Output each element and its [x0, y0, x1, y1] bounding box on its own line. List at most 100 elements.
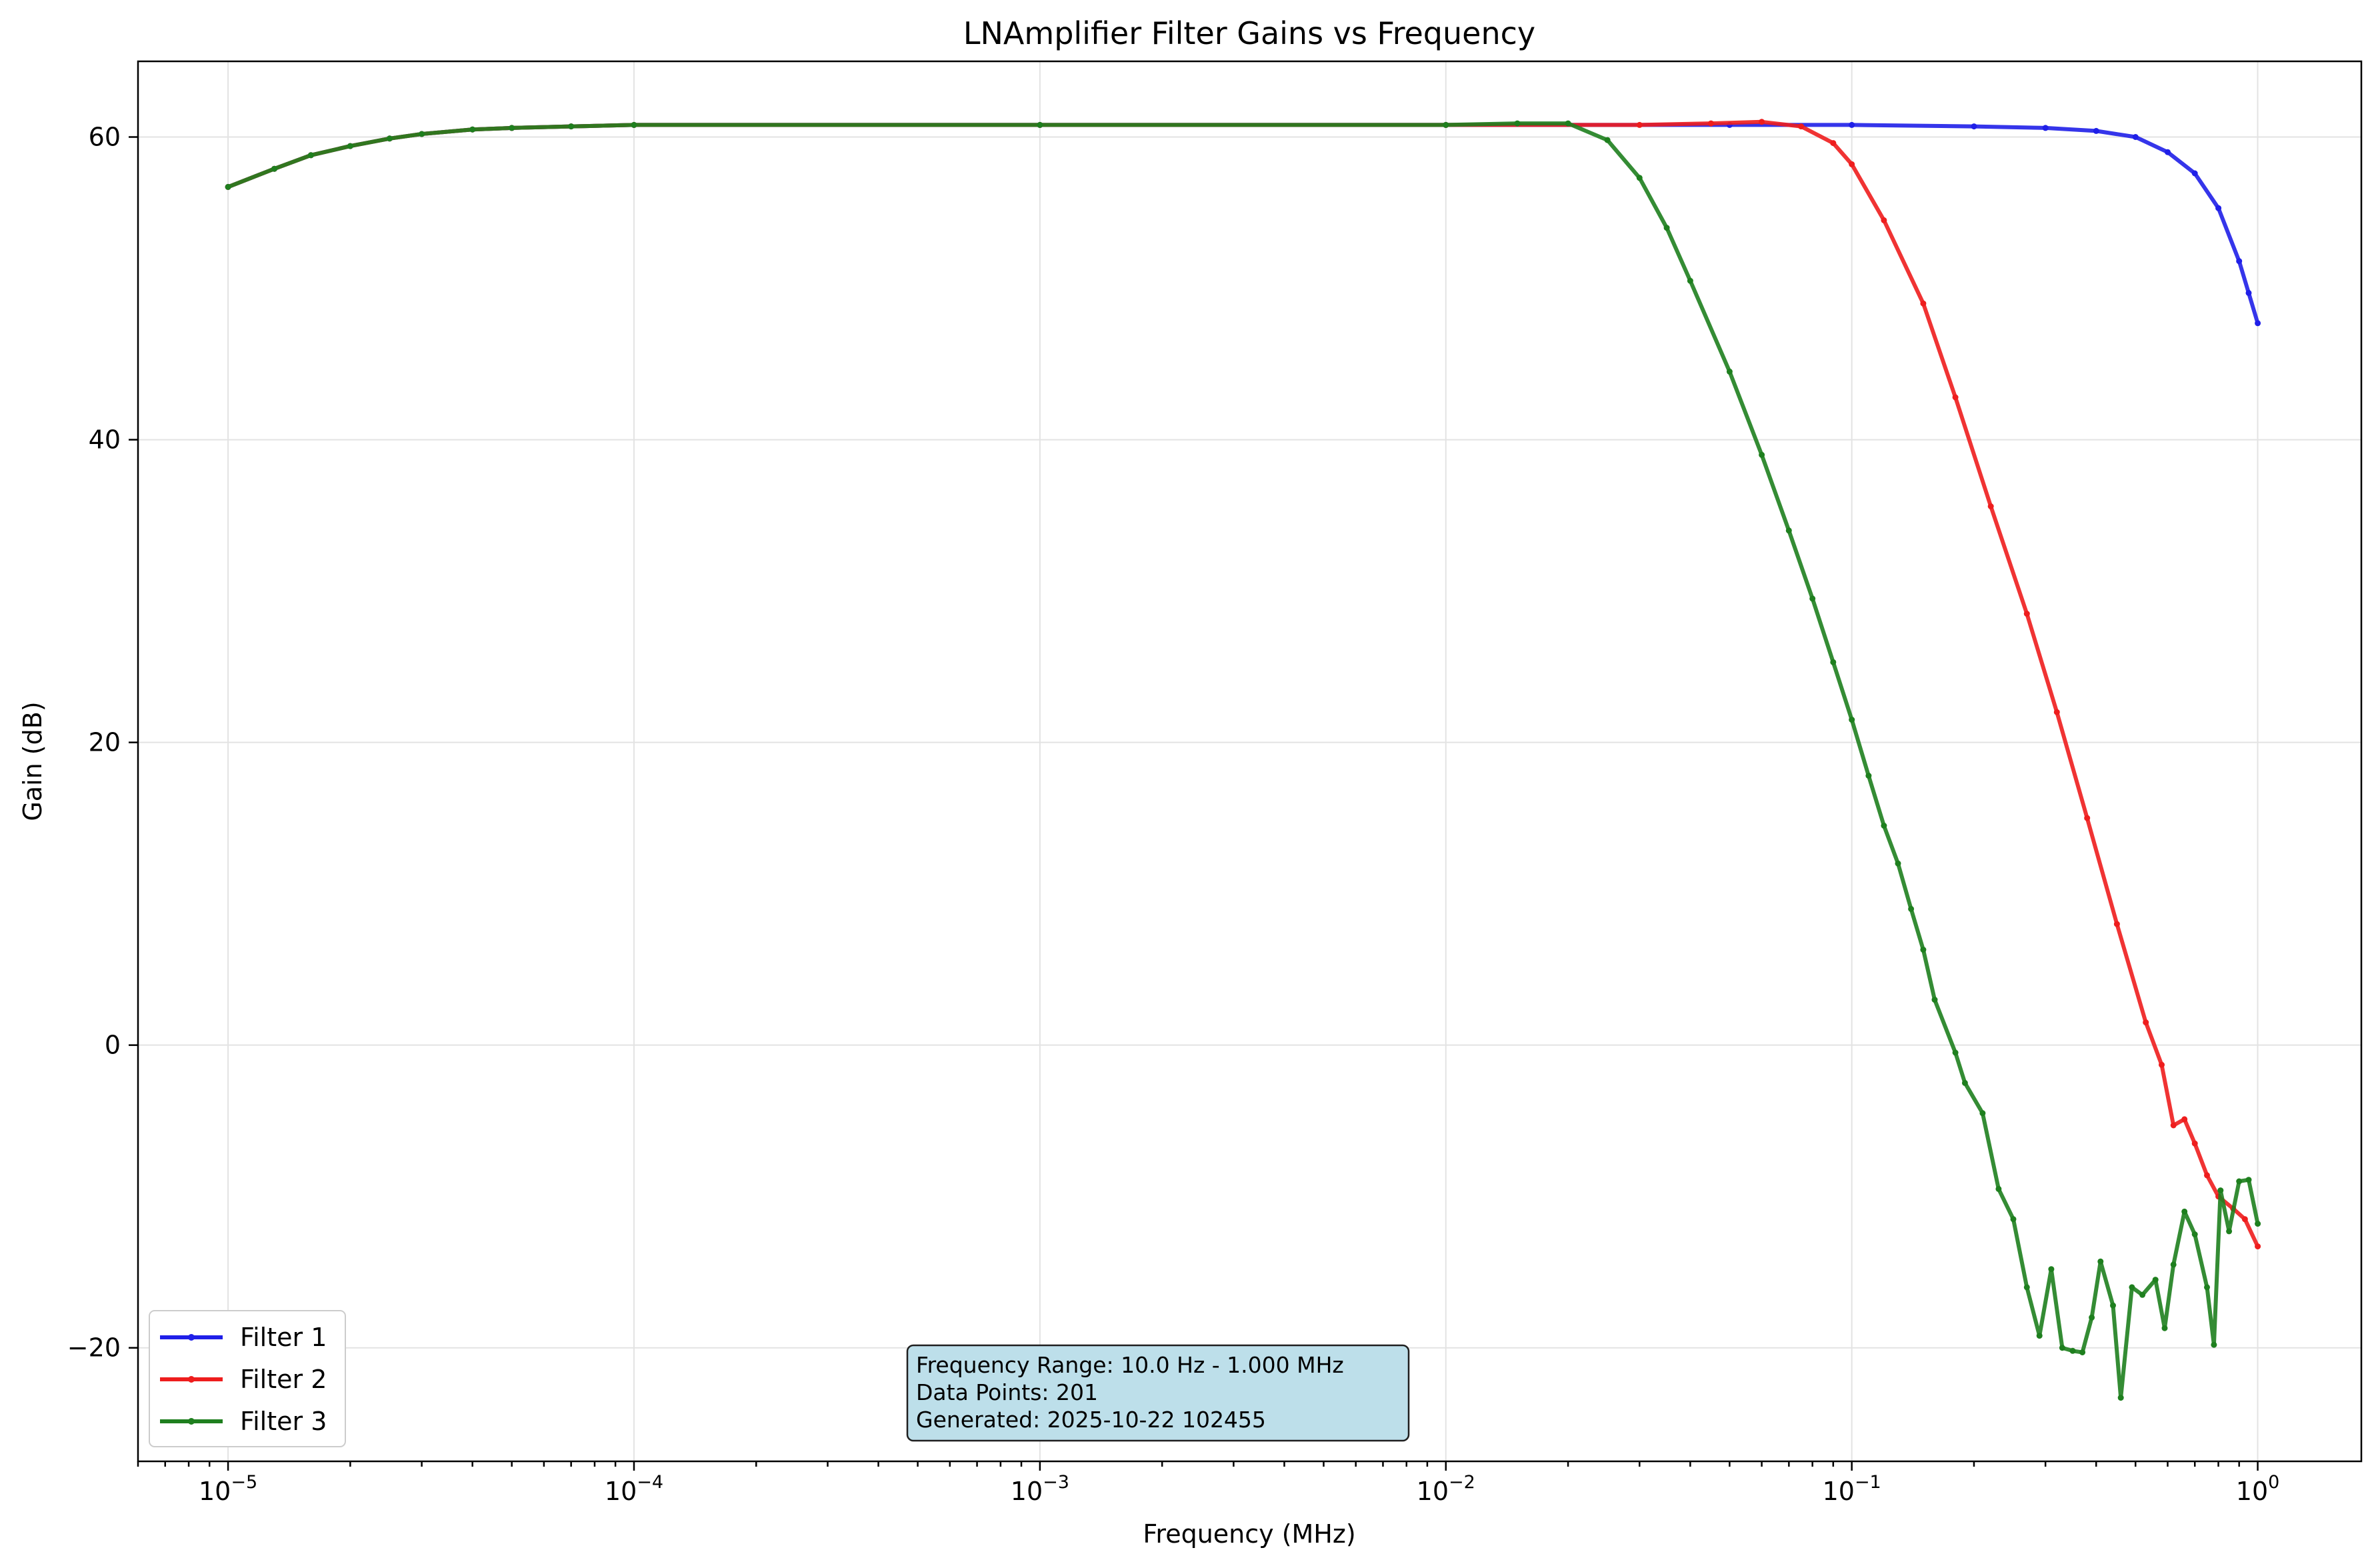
data-point: [2110, 1302, 2116, 1309]
data-point: [1952, 394, 1959, 401]
data-point: [2093, 127, 2099, 134]
data-point: [1037, 121, 1043, 128]
y-tick-label: 60: [89, 123, 121, 152]
x-tick-label: 10−3: [1011, 1472, 1069, 1506]
legend-label: Filter 1: [240, 1323, 327, 1352]
data-point: [2143, 1019, 2149, 1026]
legend-label: Filter 2: [240, 1365, 327, 1394]
data-point: [2097, 1258, 2104, 1265]
data-point: [2117, 1395, 2124, 1401]
x-tick-label-exponent: 0: [2268, 1472, 2279, 1493]
data-point: [2181, 1116, 2188, 1123]
x-tick-label: 10−4: [605, 1472, 663, 1506]
data-point: [271, 165, 277, 172]
data-point: [2053, 709, 2060, 715]
legend-items: Filter 1 Filter 2 Filter 3: [160, 1323, 327, 1436]
legend-label: Filter 3: [240, 1407, 327, 1436]
data-point: [1931, 997, 1938, 1003]
data-point: [2217, 1187, 2224, 1194]
data-point: [1809, 595, 1816, 602]
data-point: [1636, 121, 1643, 128]
data-point: [2226, 1228, 2233, 1235]
data-point: [2010, 1216, 2017, 1223]
data-point: [1987, 503, 1994, 509]
data-point: [2245, 1177, 2252, 1183]
data-point: [1881, 823, 1887, 829]
y-axis-label: Gain (dB): [18, 701, 47, 821]
data-point: [2059, 1345, 2065, 1351]
data-point: [2236, 1178, 2243, 1185]
x-tick-label-exponent: −1: [1855, 1472, 1881, 1493]
data-point: [1830, 659, 1837, 665]
data-point: [2132, 134, 2139, 140]
data-point: [2079, 1349, 2086, 1355]
y-tick-label: 40: [89, 425, 121, 455]
x-tick-label-base: 10: [1823, 1477, 1855, 1506]
data-point: [1920, 947, 1927, 953]
x-tick-label: 100: [2236, 1472, 2280, 1506]
y-tick-label: 0: [105, 1031, 121, 1060]
data-point: [1961, 1079, 1968, 1086]
data-point: [1881, 217, 1887, 223]
x-tick-label-base: 10: [1011, 1477, 1043, 1506]
data-point: [1995, 1185, 2002, 1192]
data-point: [1798, 123, 1805, 130]
data-point: [2181, 1208, 2188, 1215]
data-point: [1785, 527, 1792, 534]
data-point: [2211, 1341, 2217, 1348]
chart-title: LNAmplifier Filter Gains vs Frequency: [963, 15, 1535, 51]
x-tick-label: 10−5: [199, 1472, 257, 1506]
data-point: [2245, 289, 2252, 296]
data-point: [2048, 1266, 2055, 1273]
x-tick-label-base: 10: [1417, 1477, 1449, 1506]
data-point: [1895, 860, 1901, 867]
info-box: Frequency Range: 10.0 Hz - 1.000 MHz Dat…: [906, 1344, 1410, 1442]
series-filter-3: [225, 120, 2261, 1401]
info-generated: Generated: 2025-10-22 102455: [916, 1407, 1266, 1433]
data-point: [1971, 123, 1977, 130]
data-point: [2191, 170, 2198, 177]
y-tick-label: −20: [67, 1333, 121, 1363]
x-axis-label: Frequency (MHz): [1143, 1519, 1355, 1549]
data-point: [2255, 1221, 2261, 1227]
data-point: [2023, 1284, 2030, 1291]
legend-marker: [188, 1334, 195, 1341]
data-point: [1604, 137, 1611, 143]
data-point: [1443, 121, 1449, 128]
data-point: [1849, 717, 1855, 723]
grid: [138, 61, 2361, 1461]
info-box-background: [906, 1344, 1410, 1442]
data-point: [2129, 1284, 2135, 1291]
data-point: [307, 152, 314, 159]
data-point: [2159, 1061, 2165, 1068]
data-point: [1514, 120, 1521, 127]
data-point: [2023, 611, 2030, 617]
data-point: [1849, 121, 1855, 128]
data-point: [1830, 140, 1837, 147]
x-tick-label-exponent: −3: [1043, 1472, 1069, 1493]
data-point: [1636, 175, 1643, 181]
data-point: [1865, 773, 1872, 779]
data-point: [509, 125, 515, 131]
data-point: [419, 131, 425, 137]
data-point: [347, 143, 353, 149]
x-tick-label-exponent: −5: [231, 1472, 257, 1493]
data-point: [2089, 1314, 2095, 1321]
data-point: [2255, 1243, 2261, 1250]
data-point: [2236, 258, 2243, 265]
data-point: [1952, 1049, 1959, 1056]
data-point: [2241, 1216, 2248, 1223]
legend-marker: [188, 1418, 195, 1425]
data-point: [2161, 1325, 2168, 1331]
x-tick-label: 10−2: [1417, 1472, 1475, 1506]
legend-marker: [188, 1376, 195, 1383]
data-point: [1687, 277, 1693, 284]
data-point: [631, 121, 637, 128]
data-point: [2152, 1277, 2159, 1283]
data-point: [2084, 815, 2091, 821]
data-point: [1849, 161, 1855, 167]
series-layer: [225, 119, 2261, 1401]
